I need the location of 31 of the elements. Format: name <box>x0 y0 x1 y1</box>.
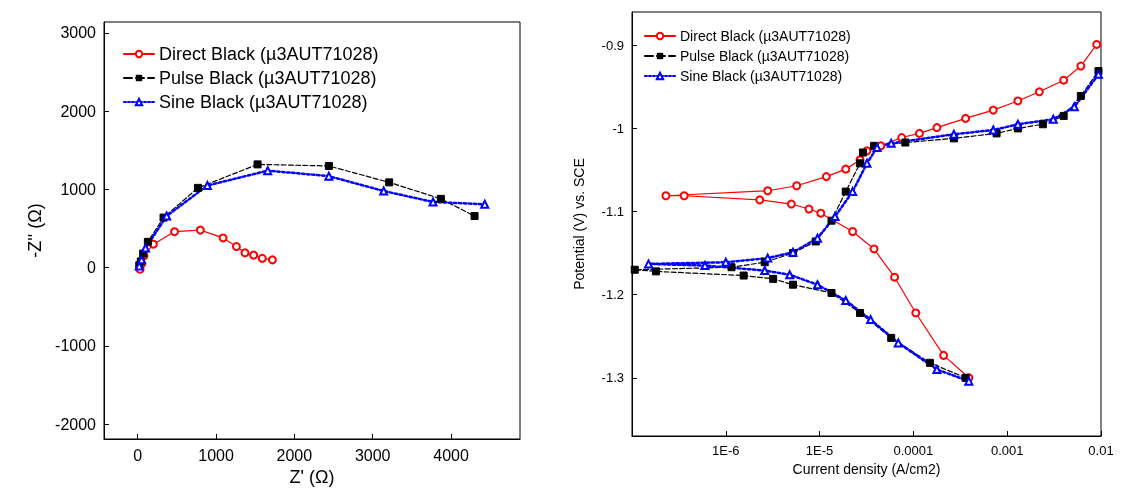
legend-label: Direct Black (µ3AUT71028) <box>680 28 851 44</box>
x-tick-label: 0 <box>133 446 143 464</box>
x-tick-label: 0.0001 <box>893 443 934 458</box>
x-tick-label: 1000 <box>198 446 234 464</box>
x-tick-label: 3000 <box>354 446 391 464</box>
y-tick-label: 1000 <box>60 180 97 198</box>
x-axis-title: Current density (A/cm2) <box>792 460 941 477</box>
legend-label: Pulse Black (µ3AUT71028) <box>159 68 377 88</box>
x-tick-label: 4000 <box>433 446 469 464</box>
y-tick-label: 3000 <box>60 24 97 42</box>
x-tick-label: 2000 <box>276 446 313 464</box>
y-tick-label: -1.2 <box>601 287 624 303</box>
y-tick-label: 2000 <box>60 102 97 120</box>
y-tick-label: -1 <box>612 120 624 136</box>
legend-label: Pulse Black (µ3AUT71028) <box>680 48 850 64</box>
legend-label: Direct Black (µ3AUT71028) <box>159 44 379 64</box>
y-axis-title: -Z'' (Ω) <box>25 203 46 258</box>
y-tick-label: 0 <box>87 259 97 277</box>
x-axis-title: Z' (Ω) <box>289 466 335 487</box>
y-tick-label: -2000 <box>55 415 97 433</box>
x-tick-label: 0.01 <box>1088 443 1114 458</box>
y-tick-label: -1.1 <box>601 204 624 220</box>
y-axis-title: Potential (V) vs. SCE <box>571 158 587 290</box>
y-tick-label: -0.9 <box>601 37 624 53</box>
x-tick-label: 1E-5 <box>805 443 834 458</box>
y-tick-label: -1000 <box>55 337 97 355</box>
x-tick-label: 1E-6 <box>712 443 740 458</box>
x-tick-label: 0.001 <box>990 443 1024 458</box>
y-tick-label: -1.3 <box>601 370 624 386</box>
legend-label: Sine Black (µ3AUT71028) <box>159 92 368 112</box>
legend-label: Sine Black (µ3AUT71028) <box>680 68 843 84</box>
